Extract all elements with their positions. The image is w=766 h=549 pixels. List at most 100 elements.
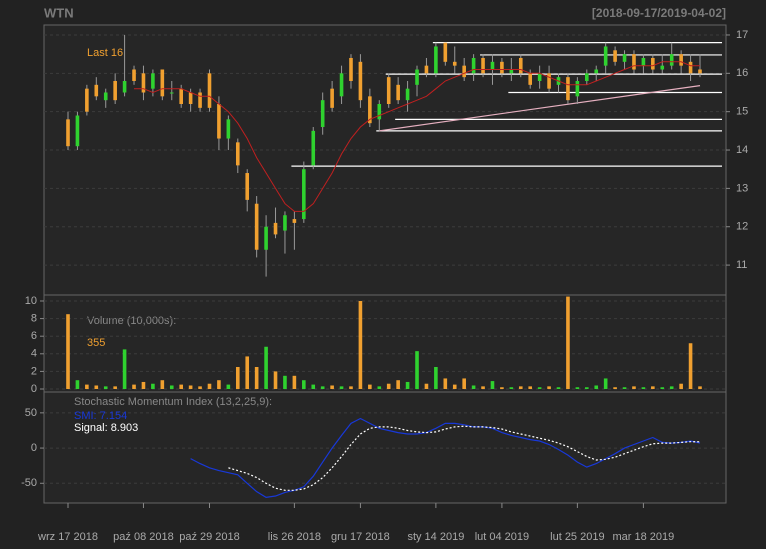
volume-bar: [358, 300, 363, 390]
legend-entry: SMI: 7.154: [74, 410, 127, 422]
legend-entry: Signal: 8.903: [74, 422, 138, 434]
candle-body: [151, 73, 155, 89]
candle-body: [113, 80, 117, 101]
candle-body: [66, 119, 70, 147]
candle-body: [254, 203, 259, 250]
x-tick-label: lis 26 2018: [268, 531, 321, 543]
candle-body: [575, 80, 580, 97]
candle-body: [245, 173, 250, 200]
y-tick-label: 11: [736, 259, 747, 271]
candle-body: [85, 88, 89, 112]
candle-body: [452, 61, 457, 66]
volume-bar: [132, 384, 136, 390]
candle-body: [226, 119, 231, 139]
x-tick-label: lut 04 2019: [475, 531, 529, 543]
volume-bar: [405, 381, 410, 390]
candle-body: [490, 61, 495, 70]
volume-bar: [235, 367, 240, 390]
y-tick-label: -50: [21, 477, 37, 489]
volume-bar: [566, 296, 570, 390]
y-tick-label: 6: [31, 330, 37, 342]
volume-bar: [368, 384, 372, 390]
volume-bar: [179, 384, 183, 390]
volume-bar: [471, 385, 476, 390]
volume-bar: [547, 386, 551, 390]
candle-body: [669, 54, 674, 66]
moving-average: [134, 61, 700, 212]
volume-bar: [613, 387, 617, 390]
candle-body: [160, 69, 165, 97]
candle-body: [94, 84, 99, 97]
trend-line: [379, 85, 701, 132]
volume-bar: [556, 387, 561, 390]
candle-body: [235, 142, 240, 166]
volume-bar: [632, 386, 636, 390]
volume-bar: [85, 384, 89, 390]
y-tick-label: 13: [736, 182, 748, 194]
volume-bar: [622, 387, 627, 390]
y-tick-label: 4: [31, 348, 37, 360]
candle-body: [641, 57, 646, 66]
volume-bar: [462, 378, 466, 390]
candle-body: [368, 96, 372, 124]
candle-body: [264, 226, 268, 250]
volume-bar: [169, 385, 174, 390]
volume-bar: [396, 380, 400, 390]
volume-bar: [679, 383, 683, 390]
candle-body: [283, 215, 287, 231]
candle-body: [169, 92, 174, 94]
volume-bar: [585, 387, 589, 390]
volume-bar: [594, 385, 599, 390]
volume-bar: [311, 384, 316, 390]
volume-bar: [500, 387, 504, 390]
volume-bar: [188, 385, 193, 390]
volume-bar: [320, 386, 325, 390]
volume-bar: [273, 371, 278, 390]
volume-bar: [292, 375, 297, 390]
candle-body: [679, 54, 683, 66]
volume-bar: [641, 387, 646, 390]
y-tick-label: 16: [736, 67, 748, 79]
candle-body: [386, 77, 391, 105]
candle-body: [434, 46, 438, 74]
date-range: [2018-09-17/2019-04-02]: [592, 6, 726, 20]
last-label: Last 16: [87, 47, 123, 59]
volume-bar: [75, 380, 80, 390]
y-tick-label: 0: [31, 383, 37, 395]
candle-body: [75, 115, 80, 147]
y-tick-label: 8: [31, 312, 37, 324]
volume-bar: [339, 386, 344, 390]
volume-bar: [66, 314, 70, 390]
candle-body: [462, 65, 466, 78]
volume-bar: [377, 386, 382, 390]
volume-bar: [330, 385, 334, 390]
volume-last: 355: [87, 337, 105, 349]
candle-body: [509, 69, 514, 74]
x-tick-label: wrz 17 2018: [37, 531, 98, 543]
volume-bar: [94, 385, 99, 390]
volume-bar: [651, 386, 655, 390]
volume-bar: [160, 380, 165, 390]
volume-bar: [386, 383, 391, 390]
y-tick-label: 14: [736, 144, 748, 156]
volume-bar: [122, 349, 127, 390]
volume-bar: [349, 386, 353, 390]
volume-bar: [537, 387, 542, 390]
candle-body: [443, 42, 448, 62]
candle-body: [651, 57, 655, 70]
candle-body: [330, 88, 334, 108]
candle-body: [528, 73, 533, 85]
candle-body: [688, 61, 693, 74]
volume-bar: [264, 346, 268, 390]
volume-bar: [443, 378, 448, 390]
x-tick-label: lut 25 2019: [550, 531, 604, 543]
x-tick-label: mar 18 2019: [613, 531, 675, 543]
volume-bar: [452, 384, 457, 390]
volume-bar: [217, 380, 221, 390]
x-tick-label: paź 29 2018: [179, 531, 240, 543]
volume-bar: [207, 383, 212, 390]
candle-body: [132, 69, 136, 81]
y-tick-label: 50: [25, 407, 37, 419]
volume-bar: [424, 383, 429, 390]
candle-body: [405, 88, 410, 101]
